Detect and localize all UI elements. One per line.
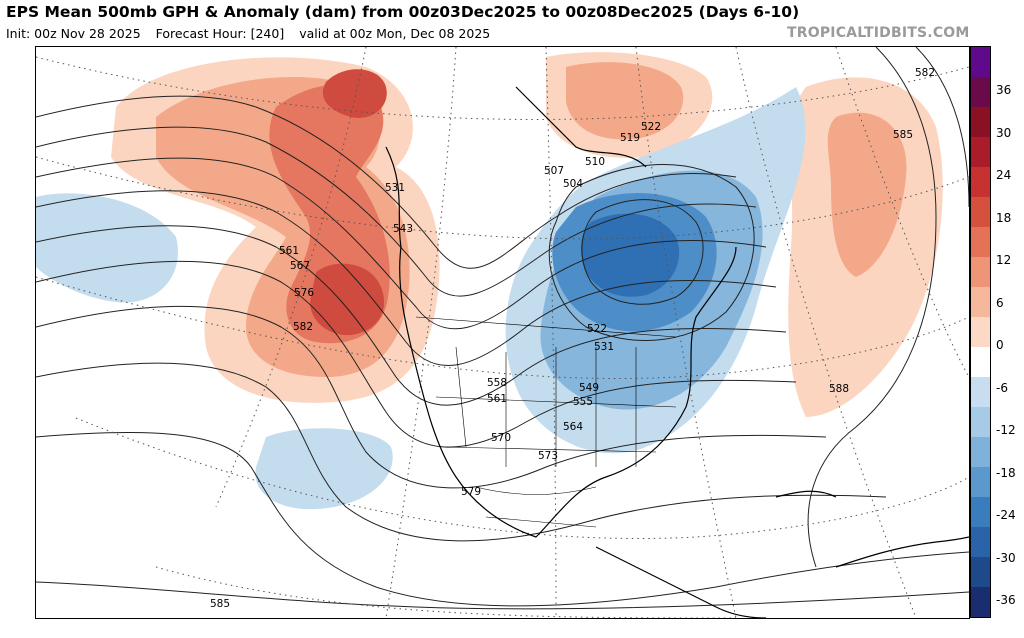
colorbar-swatch bbox=[971, 377, 990, 408]
source-watermark: TROPICALTIDBITS.COM bbox=[787, 25, 970, 41]
contour-label: 522 bbox=[641, 121, 661, 133]
positive-anomaly-atlantic bbox=[788, 77, 943, 418]
colorbar-tick-label: -6 bbox=[996, 380, 1008, 395]
contour-label: 573 bbox=[538, 450, 558, 462]
contour-label: 510 bbox=[585, 156, 605, 168]
map-canvas: 531 543 561 567 576 582 507 504 510 519 … bbox=[36, 47, 969, 618]
colorbar-swatch bbox=[971, 527, 990, 558]
colorbar-tick-label: -12 bbox=[996, 423, 1016, 437]
colorbar-tick-label: 18 bbox=[996, 210, 1012, 225]
contour-label: 531 bbox=[594, 341, 614, 353]
contour-label: 585 bbox=[893, 129, 913, 141]
colorbar-swatch bbox=[971, 227, 990, 258]
colorbar-swatches bbox=[971, 47, 990, 617]
colorbar-swatch bbox=[971, 347, 990, 378]
contour-label: 519 bbox=[620, 132, 640, 144]
contour-label: 579 bbox=[461, 486, 481, 498]
colorbar-swatch bbox=[971, 557, 990, 588]
contour-label: 504 bbox=[563, 178, 583, 190]
colorbar-swatch bbox=[971, 497, 990, 528]
contour-label: 531 bbox=[385, 182, 405, 194]
colorbar-tick-label: -30 bbox=[996, 550, 1016, 565]
colorbar-swatch bbox=[971, 437, 990, 468]
contour-label: 567 bbox=[290, 260, 310, 272]
colorbar-tick-label: -24 bbox=[996, 508, 1016, 522]
forecast-hour: Forecast Hour: [240] bbox=[155, 26, 285, 41]
colorbar-swatch bbox=[971, 137, 990, 168]
positive-anomaly-greenland bbox=[546, 52, 713, 158]
graticule bbox=[36, 47, 969, 618]
valid-time: valid at 00z Mon, Dec 08 2025 bbox=[299, 26, 491, 41]
contour-label: 576 bbox=[294, 287, 314, 299]
colorbar-tick-label: 0 bbox=[996, 338, 1004, 352]
negative-anomaly-subtropical bbox=[255, 428, 393, 510]
contour-label: 558 bbox=[487, 377, 507, 389]
contour-label: 522 bbox=[587, 323, 607, 335]
map-title: EPS Mean 500mb GPH & Anomaly (dam) from … bbox=[6, 3, 800, 21]
colorbar-swatch bbox=[971, 107, 990, 138]
colorbar-swatch bbox=[971, 257, 990, 288]
contour-label: 555 bbox=[573, 396, 593, 408]
contour-label: 543 bbox=[393, 223, 413, 235]
colorbar-tick-label: 12 bbox=[996, 253, 1012, 267]
contour-label: 570 bbox=[491, 432, 511, 444]
init-time: Init: 00z Nov 28 2025 bbox=[6, 26, 141, 41]
height-contours bbox=[36, 47, 969, 610]
colorbar-tick-label: 36 bbox=[996, 83, 1012, 97]
contour-label: 564 bbox=[563, 421, 583, 433]
contour-label: 549 bbox=[579, 382, 599, 394]
colorbar-swatch bbox=[971, 467, 990, 498]
colorbar-tick-label: 24 bbox=[996, 168, 1012, 182]
colorbar-swatch bbox=[971, 197, 990, 228]
map-panel: 531 543 561 567 576 582 507 504 510 519 … bbox=[35, 46, 970, 619]
positive-anomaly-west bbox=[111, 57, 440, 403]
colorbar-swatch bbox=[971, 317, 990, 348]
colorbar-tick-label: 6 bbox=[996, 295, 1004, 310]
contour-label: 585 bbox=[210, 598, 230, 610]
colorbar-swatch bbox=[971, 587, 990, 617]
colorbar-swatch bbox=[971, 47, 990, 78]
coastlines bbox=[385, 86, 969, 618]
colorbar-tick-label: -18 bbox=[996, 465, 1016, 480]
map-subtitle: Init: 00z Nov 28 2025 Forecast Hour: [24… bbox=[6, 26, 501, 41]
negative-anomaly-pacific bbox=[36, 193, 178, 303]
colorbar-swatch bbox=[971, 77, 990, 108]
contour-label: 582 bbox=[293, 321, 313, 333]
contour-label: 582 bbox=[915, 67, 935, 79]
colorbar-swatch bbox=[971, 287, 990, 318]
colorbar-tick-label: -36 bbox=[996, 593, 1016, 607]
contour-label: 507 bbox=[544, 165, 564, 177]
contour-labels: 531 543 561 567 576 582 507 504 510 519 … bbox=[210, 67, 935, 610]
political-borders bbox=[415, 316, 677, 528]
colorbar-tick-label: 30 bbox=[996, 125, 1012, 140]
anomaly-colorbar bbox=[970, 46, 991, 618]
contour-label: 561 bbox=[279, 245, 299, 257]
contour-label: 561 bbox=[487, 393, 507, 405]
colorbar-swatch bbox=[971, 407, 990, 438]
colorbar-swatch bbox=[971, 167, 990, 198]
contour-label: 588 bbox=[829, 383, 849, 395]
